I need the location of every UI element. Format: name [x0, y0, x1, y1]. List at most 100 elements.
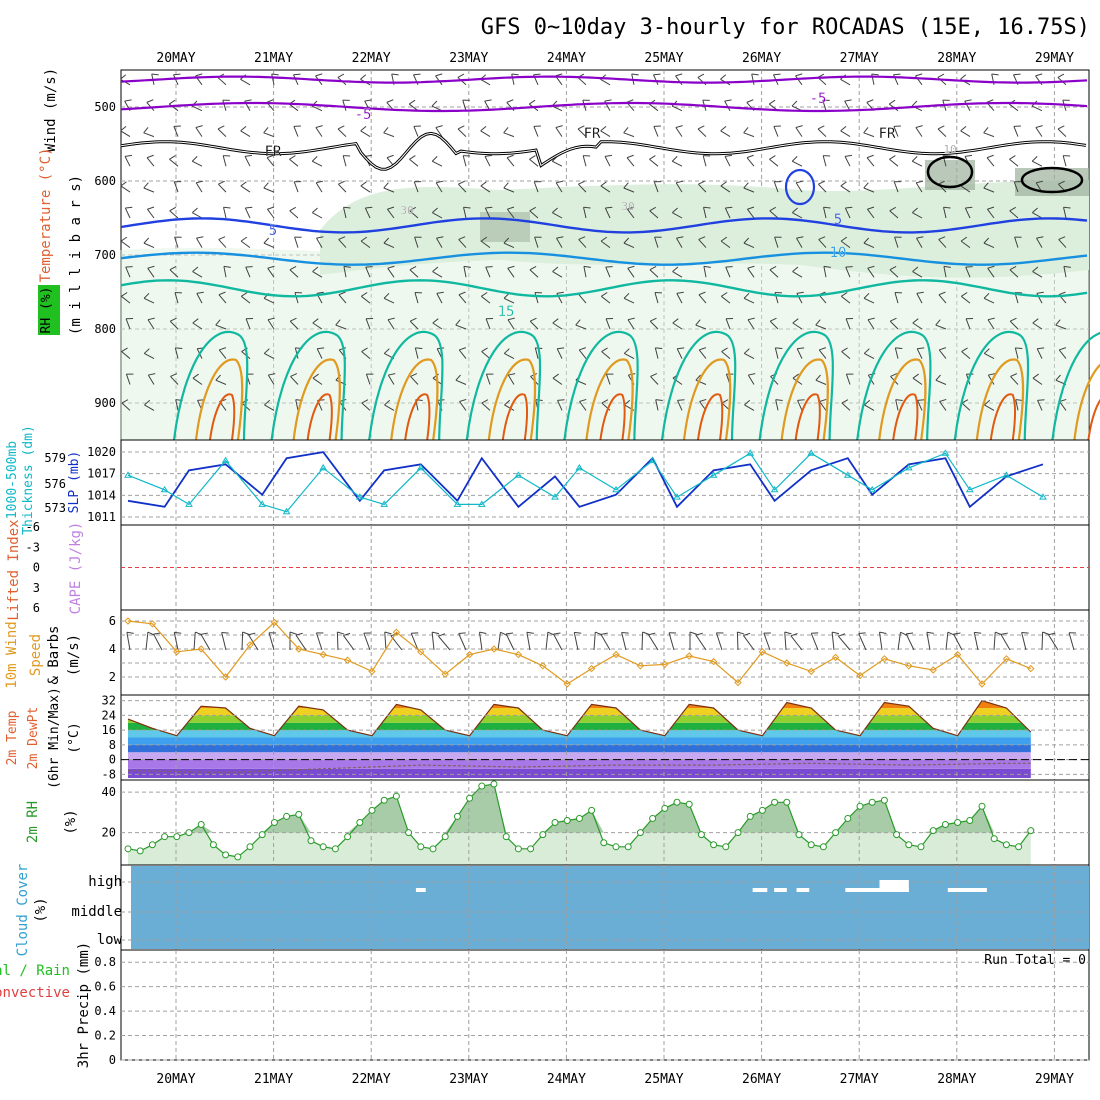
upper-wind-barb-flag: [579, 347, 587, 351]
upper-wind-barb: [462, 155, 467, 167]
upper-wind-barb: [747, 267, 755, 278]
upper-wind-barb: [294, 292, 299, 304]
upper-wind-barb-flag: [888, 99, 896, 105]
upper-wind-barb-flag: [508, 373, 516, 376]
upper-wind-barb: [534, 292, 539, 304]
upper-wind-barb-flag: [289, 265, 297, 271]
upper-wind-barb: [823, 266, 827, 278]
upper-wind-barb-flag: [604, 99, 612, 102]
upper-wind-barb-flag: [964, 99, 972, 102]
upper-wind-barb: [840, 78, 851, 86]
upper-wind-barb-flag: [507, 265, 515, 269]
rh-shading-lower: [120, 247, 1089, 440]
upper-wind-barb: [1036, 237, 1043, 248]
upper-wind-barb: [147, 267, 155, 278]
wind10-speed-point: [612, 650, 620, 659]
upper-wind-barb: [773, 181, 779, 193]
upper-wind-barb: [266, 157, 275, 167]
upper-wind-barb-flag: [1063, 206, 1071, 209]
upper-wind-barb-flag: [1015, 399, 1023, 401]
isotherm-30-loop: [306, 393, 333, 441]
rh2m-point: [173, 833, 181, 841]
upper-wind-barb: [578, 349, 587, 359]
upper-wind-barb: [143, 242, 155, 249]
wind10-speed-point: [783, 659, 791, 667]
wind10-barb: [993, 632, 996, 651]
upper-wind-barb-flag: [480, 181, 487, 187]
upper-wind-barb-flag: [315, 73, 323, 77]
upper-wind-barb-flag: [196, 291, 204, 294]
precip-tick-label: 0: [109, 1053, 116, 1067]
upper-wind-barb: [361, 402, 371, 411]
upper-wind-barb-flag: [867, 265, 875, 269]
upper-wind-barb: [889, 320, 899, 330]
wind10-barb-flag: [384, 631, 392, 635]
wind10-barb: [810, 633, 819, 651]
upper-wind-barb: [915, 182, 923, 193]
rh2m-point: [209, 841, 217, 849]
upper-wind-barb-flag: [698, 291, 706, 296]
wind10-barb: [431, 632, 435, 651]
upper-wind-barb-flag: [458, 236, 466, 240]
upper-wind-barb: [984, 404, 995, 411]
rh2m-point: [319, 843, 327, 851]
upper-wind-barb-flag: [409, 265, 417, 271]
thickness-point: [380, 500, 389, 507]
upper-wind-barb: [938, 239, 947, 248]
upper-wind-barb: [507, 374, 515, 385]
upper-wind-barb: [893, 181, 899, 193]
upper-wind-barb: [823, 207, 827, 219]
upper-wind-barb: [577, 77, 587, 86]
upper-wind-barb: [627, 267, 635, 278]
upper-wind-barb: [455, 379, 467, 385]
upper-wind-barb: [217, 77, 227, 86]
upper-label-wind: Wind (m/s): [43, 68, 59, 152]
upper-wind-barb: [192, 212, 203, 219]
upper-wind-barb-flag: [533, 73, 541, 76]
upper-wind-barb: [146, 208, 155, 219]
rh2m-point: [478, 782, 486, 790]
upper-wind-barb: [222, 100, 227, 111]
upper-wind-barb-flag: [889, 265, 897, 271]
slp-tick-label: 1014: [87, 488, 116, 502]
rh-shading-dark: [925, 160, 975, 190]
thickness-point: [514, 471, 523, 478]
upper-wind-barb: [264, 404, 275, 411]
upper-wind-barb-flag: [1058, 236, 1066, 240]
cloud-cell: [879, 880, 909, 892]
upper-wind-barb: [964, 100, 971, 111]
rh2m-point: [502, 833, 510, 841]
rh2m-unit-label: (%): [63, 809, 79, 834]
isotherm-20-loop: [172, 330, 249, 441]
thickness-point: [904, 463, 913, 471]
upper-wind-barb-flag: [703, 265, 711, 268]
cloud-cell: [947, 888, 987, 892]
upper-wind-barb: [769, 158, 779, 167]
wind10-barb-flag: [838, 633, 846, 637]
upper-wind-barb: [943, 207, 947, 219]
upper-wind-barb-flag: [413, 73, 421, 76]
upper-wind-barb: [173, 74, 179, 86]
upper-wind-barb-flag: [195, 73, 203, 77]
upper-wind-barb-flag: [844, 99, 852, 102]
rh-shading-dark: [480, 212, 530, 242]
upper-wind-barb-flag: [986, 99, 994, 103]
upper-wind-barb-flag: [455, 374, 461, 381]
upper-wind-barb: [264, 352, 275, 360]
upper-wind-barb-flag: [578, 180, 585, 185]
upper-wind-barb-flag: [384, 399, 391, 406]
thickness-point: [868, 485, 877, 493]
upper-wind-barb-flag: [217, 125, 225, 130]
upper-wind-barb-flag: [121, 399, 129, 404]
isotherm-25-loop: [292, 358, 341, 441]
upper-wind-barb: [721, 295, 731, 304]
temp2m-band: [128, 737, 1031, 745]
rh2m-point: [222, 851, 230, 859]
temp2m-tick-label: -8: [102, 767, 116, 781]
upper-wind-barb: [125, 318, 131, 330]
upper-wind-barb-flag: [672, 318, 679, 324]
rh2m-point: [514, 845, 522, 853]
upper-wind-barb-flag: [624, 399, 631, 406]
upper-wind-barb-flag: [457, 125, 465, 130]
upper-wind-barb: [170, 376, 179, 385]
